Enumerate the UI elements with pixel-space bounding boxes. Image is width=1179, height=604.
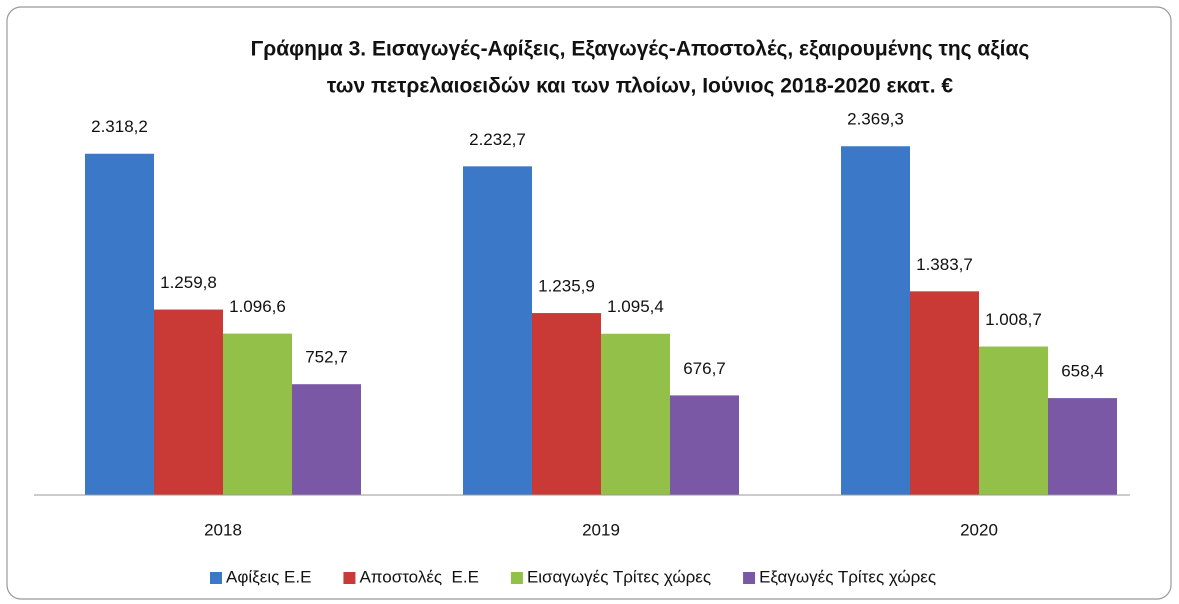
value-label: 676,7: [683, 359, 726, 378]
bar: [223, 333, 292, 495]
value-label: 1.383,7: [916, 255, 973, 274]
value-label: 1.235,9: [538, 277, 595, 296]
legend-swatch: [743, 572, 756, 584]
legend-swatch: [343, 572, 356, 584]
legend-swatch: [510, 572, 523, 584]
value-label: 2.369,3: [847, 110, 904, 129]
value-label: 1.008,7: [985, 310, 1042, 329]
bar: [463, 166, 532, 495]
legend-swatch: [210, 572, 222, 584]
value-label: 752,7: [305, 348, 348, 367]
x-tick-label: 2018: [204, 520, 242, 539]
value-label: 2.318,2: [91, 117, 148, 136]
bar: [1048, 398, 1117, 495]
bar: [979, 346, 1048, 495]
bar: [85, 153, 154, 495]
bar: [292, 384, 361, 495]
value-label: 658,4: [1061, 362, 1104, 381]
bar: [670, 395, 739, 495]
chart-title: Γράφημα 3. Εισαγωγές-Αφίξεις, Εξαγωγές-Α…: [251, 38, 1030, 61]
bar: [841, 146, 910, 495]
legend-label: Εξαγωγές Τρίτες χώρες: [759, 567, 936, 586]
bar: [601, 333, 670, 495]
bar: [910, 291, 979, 495]
value-label: 2.232,7: [469, 130, 526, 149]
value-label: 1.095,4: [607, 297, 664, 316]
legend-label: Αφίξεις Ε.Ε: [226, 567, 311, 586]
value-label: 1.259,8: [160, 273, 217, 292]
value-label: 1.096,6: [229, 297, 286, 316]
x-tick-label: 2019: [582, 520, 620, 539]
bar: [154, 309, 223, 495]
legend-label: Αποστολές Ε.Ε: [359, 567, 479, 586]
bar: [532, 313, 601, 495]
x-tick-label: 2020: [960, 520, 998, 539]
chart-title: των πετρελαιοειδών και των πλοίων, Ιούνι…: [327, 75, 953, 98]
legend-label: Εισαγωγές Τρίτες χώρες: [527, 567, 711, 586]
